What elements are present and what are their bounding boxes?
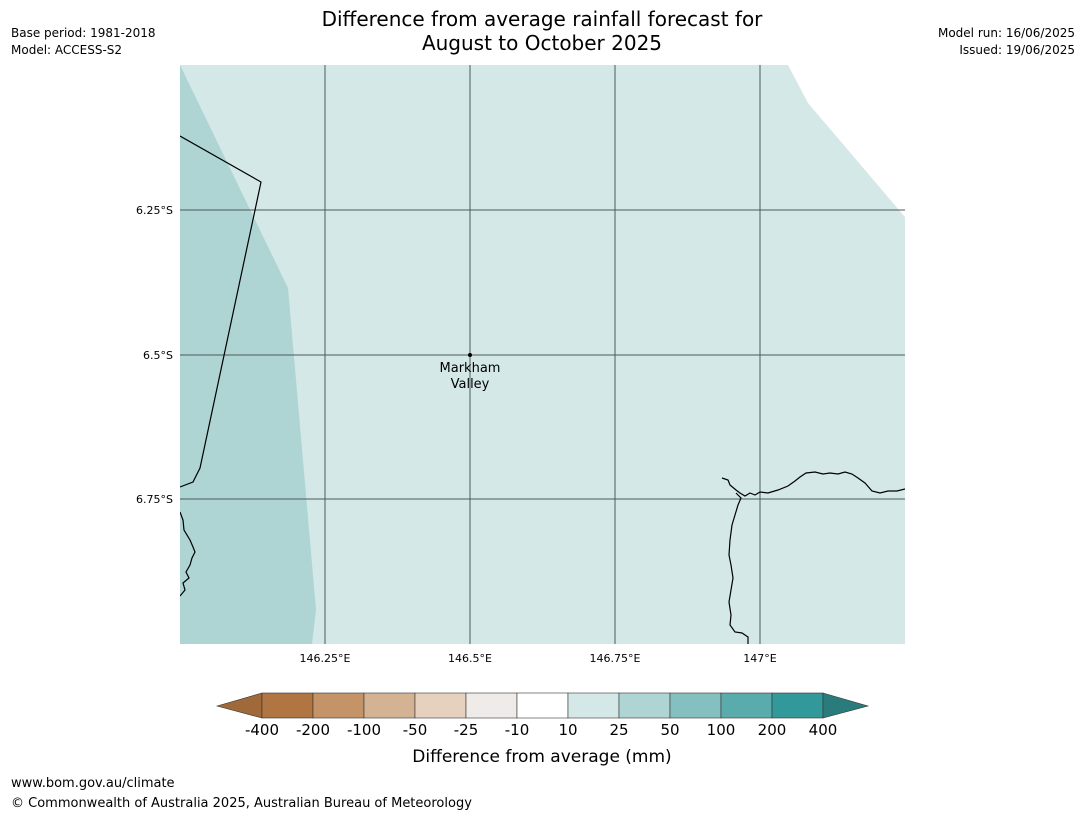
- page-title: Difference from average rainfall forecas…: [242, 7, 842, 55]
- title-line-1: Difference from average rainfall forecas…: [321, 7, 763, 31]
- colorbar-segment: [618, 692, 671, 719]
- colorbar-extension-high: [822, 692, 870, 719]
- colorbar-tick-label: 100: [707, 721, 736, 739]
- colorbar-tick-label: 200: [758, 721, 787, 739]
- colorbar-legend: -400 -200 -100 -50 -25 -10 10 25 50 100 …: [215, 692, 870, 767]
- lon-label: 146.5°E: [448, 652, 492, 665]
- colorbar-segment: [720, 692, 773, 719]
- colorbar-tick-label: 10: [558, 721, 577, 739]
- colorbar-tick-label: 400: [809, 721, 838, 739]
- lon-label: 146.75°E: [590, 652, 641, 665]
- footer: www.bom.gov.au/climate © Commonwealth of…: [11, 774, 472, 814]
- colorbar-segment: [414, 692, 467, 719]
- colorbar-tick-labels: -400 -200 -100 -50 -25 -10 10 25 50 100 …: [245, 721, 837, 739]
- colorbar-segment: [312, 692, 365, 719]
- colorbar-segment: [516, 692, 569, 719]
- colorbar-extension-low: [215, 692, 263, 719]
- map-no-data-corner: [788, 65, 905, 217]
- footer-website: www.bom.gov.au/climate: [11, 776, 175, 791]
- colorbar-tick-label: -400: [245, 721, 279, 739]
- colorbar-tick-label: -200: [296, 721, 330, 739]
- markham-valley-marker: [468, 353, 472, 357]
- title-line-2: August to October 2025: [421, 31, 663, 55]
- map-gridlines: [180, 65, 905, 644]
- colorbar-tick-label: -100: [347, 721, 381, 739]
- lat-label: 6.5°S: [143, 349, 173, 362]
- place-label-line-2: Valley: [451, 377, 490, 392]
- colorbar-tick-label: 50: [660, 721, 679, 739]
- lon-label: 146.25°E: [300, 652, 351, 665]
- place-label-line-1: Markham: [440, 361, 501, 376]
- river-or-coast-south: [728, 492, 749, 644]
- colorbar-segment: [669, 692, 722, 719]
- colorbar-segment: [465, 692, 518, 719]
- issued-date: Issued: 19/06/2025: [959, 43, 1075, 57]
- colorbar-segment: [261, 692, 314, 719]
- base-period: Base period: 1981-2018: [11, 26, 156, 40]
- header-meta-left: Base period: 1981-2018 Model: ACCESS-S2: [11, 25, 156, 59]
- colorbar-tick-label: 25: [609, 721, 628, 739]
- lat-label: 6.75°S: [136, 493, 173, 506]
- longitude-labels: 146.25°E 146.5°E 146.75°E 147°E: [300, 652, 777, 665]
- model-run: Model run: 16/06/2025: [937, 26, 1075, 40]
- coastline-west: [180, 511, 196, 597]
- footer-copyright: © Commonwealth of Australia 2025, Austra…: [11, 796, 472, 811]
- latitude-labels: 6.25°S 6.5°S 6.75°S: [136, 204, 173, 506]
- colorbar-tick-label: -10: [505, 721, 530, 739]
- coastline: [180, 135, 905, 644]
- colorbar-segment: [363, 692, 416, 719]
- colorbar-tick-label: -25: [454, 721, 479, 739]
- colorbar-title: Difference from average (mm): [412, 747, 671, 767]
- coastline-east: [721, 471, 905, 497]
- colorbar-segment: [771, 692, 824, 719]
- province-border: [180, 135, 262, 488]
- colorbar-segment: [567, 692, 620, 719]
- header-meta-right: Model run: 16/06/2025 Issued: 19/06/2025: [938, 25, 1075, 59]
- colorbar-tick-label: -50: [403, 721, 428, 739]
- model-name: Model: ACCESS-S2: [11, 43, 123, 57]
- map-area: Markham Valley: [180, 65, 905, 644]
- lon-label: 147°E: [743, 652, 776, 665]
- lat-label: 6.25°S: [136, 204, 173, 217]
